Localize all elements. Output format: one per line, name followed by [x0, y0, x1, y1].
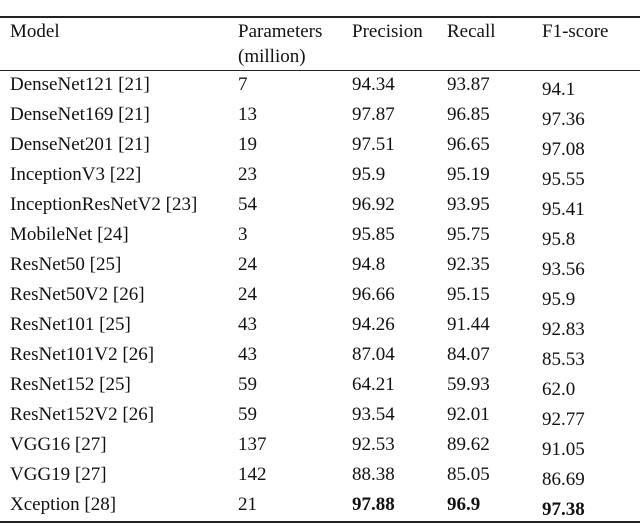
f1-score-cell: 95.9 [542, 289, 576, 310]
parameters-cell: 13 [238, 104, 257, 125]
model-cell: ResNet152 [25] [10, 374, 131, 395]
precision-cell: 95.9 [352, 164, 386, 185]
model-cell: InceptionV3 [22] [10, 164, 142, 185]
recall-cell: 95.15 [447, 284, 490, 305]
header-rule [0, 70, 640, 71]
f1-score-cell: 92.77 [542, 409, 585, 430]
f1-score-cell: 62.0 [542, 379, 576, 400]
parameters-cell: 23 [238, 164, 257, 185]
parameters-cell: 142 [238, 464, 267, 485]
parameters-cell: 59 [238, 404, 257, 425]
precision-cell: 92.53 [352, 434, 395, 455]
recall-cell: 85.05 [447, 464, 490, 485]
parameters-cell: 43 [238, 314, 257, 335]
precision-cell: 97.87 [352, 104, 395, 125]
f1-score-cell: 95.41 [542, 199, 585, 220]
precision-cell: 95.85 [352, 224, 395, 245]
header-parameters: Parameters [238, 21, 323, 42]
model-cell: VGG19 [27] [10, 464, 107, 485]
precision-cell: 64.21 [352, 374, 395, 395]
recall-cell: 96.85 [447, 104, 490, 125]
f1-score-cell: 95.55 [542, 169, 585, 190]
recall-cell: 93.95 [447, 194, 490, 215]
recall-cell: 59.93 [447, 374, 490, 395]
header-precision: Precision [352, 21, 423, 42]
recall-cell: 92.35 [447, 254, 490, 275]
precision-cell: 97.88 [352, 494, 395, 515]
precision-cell: 96.92 [352, 194, 395, 215]
model-cell: MobileNet [24] [10, 224, 129, 245]
model-cell: ResNet152V2 [26] [10, 404, 155, 425]
recall-cell: 92.01 [447, 404, 490, 425]
precision-cell: 94.8 [352, 254, 386, 275]
f1-score-cell: 97.38 [542, 499, 585, 520]
f1-score-cell: 92.83 [542, 319, 585, 340]
parameters-cell: 137 [238, 434, 267, 455]
f1-score-cell: 94.1 [542, 79, 576, 100]
parameters-cell: 3 [238, 224, 248, 245]
header-model: Model [10, 21, 60, 42]
f1-score-cell: 95.8 [542, 229, 576, 250]
f1-score-cell: 86.69 [542, 469, 585, 490]
f1-score-cell: 91.05 [542, 439, 585, 460]
precision-cell: 94.26 [352, 314, 395, 335]
precision-cell: 87.04 [352, 344, 395, 365]
model-cell: DenseNet201 [21] [10, 134, 150, 155]
precision-cell: 97.51 [352, 134, 395, 155]
parameters-cell: 59 [238, 374, 257, 395]
top-rule [0, 16, 640, 18]
recall-cell: 95.75 [447, 224, 490, 245]
f1-score-cell: 85.53 [542, 349, 585, 370]
recall-cell: 91.44 [447, 314, 490, 335]
model-cell: ResNet50V2 [26] [10, 284, 145, 305]
model-cell: DenseNet121 [21] [10, 74, 150, 95]
recall-cell: 89.62 [447, 434, 490, 455]
model-cell: ResNet50 [25] [10, 254, 122, 275]
precision-cell: 94.34 [352, 74, 395, 95]
recall-cell: 93.87 [447, 74, 490, 95]
parameters-cell: 19 [238, 134, 257, 155]
model-cell: Xception [28] [10, 494, 117, 515]
recall-cell: 95.19 [447, 164, 490, 185]
precision-cell: 88.38 [352, 464, 395, 485]
model-cell: ResNet101 [25] [10, 314, 131, 335]
header-f1-score: F1-score [542, 21, 609, 42]
recall-cell: 84.07 [447, 344, 490, 365]
model-cell: DenseNet169 [21] [10, 104, 150, 125]
parameters-cell: 24 [238, 284, 257, 305]
parameters-cell: 7 [238, 74, 248, 95]
parameters-cell: 54 [238, 194, 257, 215]
header-recall: Recall [447, 21, 496, 42]
precision-cell: 93.54 [352, 404, 395, 425]
parameters-cell: 24 [238, 254, 257, 275]
precision-cell: 96.66 [352, 284, 395, 305]
f1-score-cell: 97.36 [542, 109, 585, 130]
f1-score-cell: 93.56 [542, 259, 585, 280]
parameters-cell: 43 [238, 344, 257, 365]
model-cell: InceptionResNetV2 [23] [10, 194, 198, 215]
model-cell: VGG16 [27] [10, 434, 107, 455]
recall-cell: 96.65 [447, 134, 490, 155]
header-parameters: (million) [238, 46, 306, 67]
f1-score-cell: 97.08 [542, 139, 585, 160]
bottom-rule [0, 521, 640, 523]
recall-cell: 96.9 [447, 494, 481, 515]
model-cell: ResNet101V2 [26] [10, 344, 155, 365]
parameters-cell: 21 [238, 494, 257, 515]
